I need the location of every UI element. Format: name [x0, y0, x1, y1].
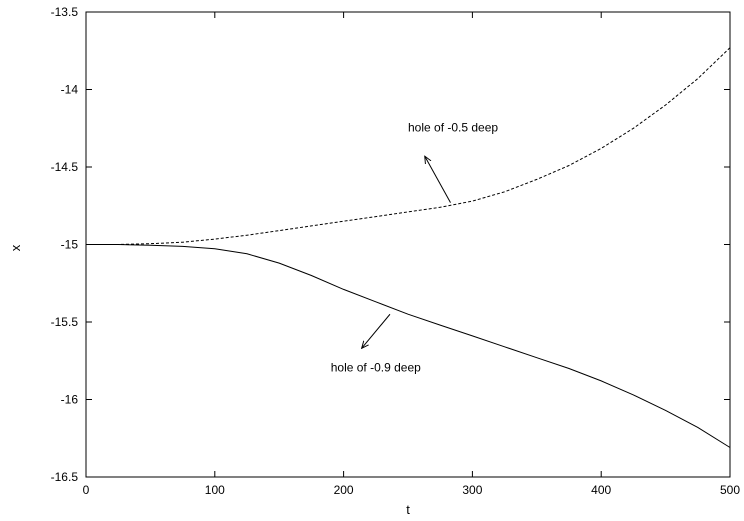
x-tick-label: 200	[334, 483, 354, 497]
x-tick-label: 0	[83, 483, 90, 497]
y-tick-label: -14	[61, 83, 79, 97]
y-axis-label: x	[8, 244, 23, 251]
y-tick-label: -15	[61, 238, 79, 252]
annotation-arrow	[425, 156, 451, 203]
y-tick-label: -15.5	[51, 315, 79, 329]
y-tick-label: -16	[61, 393, 79, 407]
x-tick-label: 500	[720, 483, 740, 497]
annotation-layer: hole of -0.5 deep hole of -0.9 deep	[331, 120, 499, 374]
x-axis-ticks: 0 100 200 300 400 500	[83, 12, 740, 497]
annotation-label: hole of -0.5 deep	[408, 120, 498, 134]
y-axis-ticks: -13.5 -14 -14.5 -15 -15.5 -16 -16.5	[51, 5, 730, 484]
series-layer	[86, 47, 731, 448]
x-tick-label: 100	[205, 483, 225, 497]
annotation-arrow	[362, 313, 391, 348]
x-axis-label: t	[406, 502, 410, 517]
y-tick-label: -16.5	[51, 470, 79, 484]
y-tick-label: -13.5	[51, 5, 79, 19]
x-tick-label: 300	[462, 483, 482, 497]
x-tick-label: 400	[591, 483, 611, 497]
series-line-2	[86, 244, 731, 448]
annotation-label: hole of -0.9 deep	[331, 361, 421, 375]
plot-frame	[85, 11, 731, 478]
series-line-1	[86, 47, 731, 245]
y-tick-label: -14.5	[51, 160, 79, 174]
